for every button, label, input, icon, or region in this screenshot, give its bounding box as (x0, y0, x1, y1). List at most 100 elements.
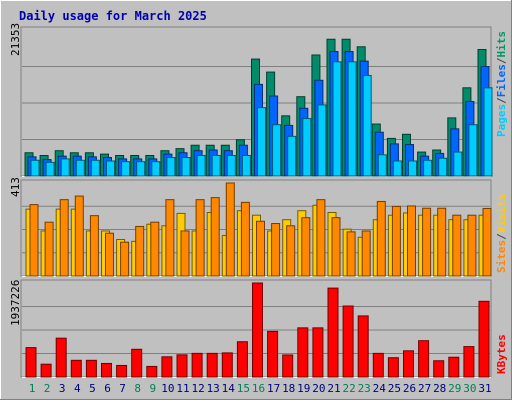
pages-bar-day-21 (332, 61, 342, 177)
kbytes-bar-day-15 (236, 341, 248, 378)
day-label-17: 17 (267, 382, 280, 395)
day-label-26: 26 (403, 382, 416, 395)
pages-bar-day-5 (90, 159, 100, 177)
panel-1-legend-part-2: / (495, 97, 508, 104)
panel-1-legend-part-1: Pages (495, 104, 508, 137)
day-label-2: 2 (44, 382, 51, 395)
sites-bar-day-23 (361, 230, 371, 277)
kbytes-bar-day-9 (146, 365, 158, 378)
kbytes-bar-day-2 (40, 363, 52, 378)
panel-2-legend-part-2: / (495, 233, 508, 240)
day-label-23: 23 (358, 382, 371, 395)
pages-bar-day-20 (317, 104, 327, 177)
pages-bar-day-12 (196, 154, 206, 177)
panel-2-legend: Sites/Visits (495, 194, 508, 274)
panel-1-max-label: 21353 (9, 23, 22, 56)
day-label-29: 29 (448, 382, 461, 395)
pages-bar-day-19 (302, 118, 312, 177)
kbytes-bar-day-25 (387, 357, 399, 378)
day-label-18: 18 (282, 382, 295, 395)
sites-bar-day-11 (180, 230, 190, 277)
kbytes-bar-day-3 (55, 337, 67, 378)
kbytes-bar-day-7 (116, 364, 128, 378)
pages-bar-day-29 (453, 151, 463, 177)
pages-bar-day-28 (438, 157, 448, 177)
day-label-1: 1 (29, 382, 36, 395)
sites-bar-day-22 (346, 231, 356, 277)
day-label-24: 24 (373, 382, 387, 395)
panel-3-legend-part-1: KBytes (495, 334, 508, 374)
pages-bar-day-10 (166, 157, 176, 177)
sites-bar-day-4 (74, 195, 84, 277)
day-labels: 1 2 3 4 5 6 7 8 9 10 11 12 13 14 15 16 17 18 19 20 21 22 23 24 2… (29, 382, 492, 395)
panel-2-max-label: 413 (9, 177, 22, 197)
sites-bar-day-31 (482, 207, 492, 277)
day-label-12: 12 (191, 382, 204, 395)
sites-bar-day-15 (240, 201, 250, 277)
kbytes-bar-day-22 (342, 305, 354, 378)
pages-bar-day-31 (483, 87, 493, 177)
pages-bar-day-16 (257, 107, 266, 177)
day-label-20: 20 (312, 382, 325, 395)
pages-bar-day-17 (272, 124, 282, 177)
day-label-11: 11 (176, 382, 189, 395)
day-label-4: 4 (74, 382, 81, 395)
kbytes-bar-day-10 (161, 356, 173, 378)
pages-bar-day-2 (45, 161, 55, 177)
pages-bar-day-1 (30, 159, 40, 177)
day-label-15: 15 (237, 382, 250, 395)
sites-bar-day-21 (331, 217, 341, 277)
pages-bar-day-18 (287, 135, 297, 177)
pages-bar-day-30 (468, 124, 478, 177)
sites-bar-day-5 (89, 215, 99, 277)
kbytes-bar-day-4 (70, 359, 82, 378)
pages-bar-day-9 (151, 161, 161, 177)
kbytes-bar-day-18 (282, 354, 294, 378)
kbytes-bar-day-29 (448, 356, 460, 378)
day-label-16: 16 (252, 382, 265, 395)
kbytes-bar-day-23 (357, 315, 369, 378)
sites-bar-day-10 (165, 199, 175, 277)
pages-bar-day-24 (377, 154, 387, 177)
sites-bar-day-30 (467, 214, 477, 277)
sites-bar-day-1 (29, 204, 39, 277)
day-label-19: 19 (297, 382, 310, 395)
sites-bar-day-6 (105, 232, 114, 277)
day-label-3: 3 (59, 382, 66, 395)
chart-title: Daily usage for March 2025 (19, 9, 207, 23)
sites-bar-day-2 (44, 221, 54, 277)
day-label-10: 10 (161, 382, 174, 395)
day-label-28: 28 (433, 382, 446, 395)
pages-bar-day-14 (226, 154, 236, 177)
day-label-14: 14 (222, 382, 236, 395)
kbytes-bar-day-16 (252, 282, 263, 378)
panel-2-legend-part-1: Sites (495, 240, 508, 273)
day-label-22: 22 (342, 382, 355, 395)
day-label-25: 25 (388, 382, 401, 395)
sites-bar-day-3 (59, 199, 69, 277)
pages-bar-day-26 (408, 160, 417, 177)
panel-1-legend: Pages/Files/Hits (495, 31, 508, 137)
kbytes-bar-day-31 (478, 300, 490, 378)
panel-1-legend-part-4: / (495, 57, 508, 64)
day-label-5: 5 (89, 382, 96, 395)
sites-bar-day-26 (407, 205, 416, 277)
kbytes-bar-day-5 (85, 359, 97, 378)
day-label-7: 7 (119, 382, 126, 395)
kbytes-bar-day-24 (372, 352, 384, 378)
panel-3-legend: KBytes (495, 334, 508, 374)
pages-bar-day-23 (362, 74, 372, 177)
pages-bar-day-7 (121, 161, 131, 177)
day-label-21: 21 (327, 382, 340, 395)
sites-bar-day-14 (225, 182, 235, 277)
panel-1-legend-part-3: Files (495, 64, 508, 97)
sites-bar-day-9 (150, 221, 160, 277)
kbytes-bar-day-26 (403, 350, 414, 378)
day-label-8: 8 (134, 382, 141, 395)
panel-1-legend-part-5: Hits (495, 31, 508, 58)
day-label-9: 9 (149, 382, 156, 395)
sites-bar-day-27 (422, 207, 432, 277)
sites-bar-day-24 (376, 200, 386, 277)
day-label-31: 31 (478, 382, 491, 395)
